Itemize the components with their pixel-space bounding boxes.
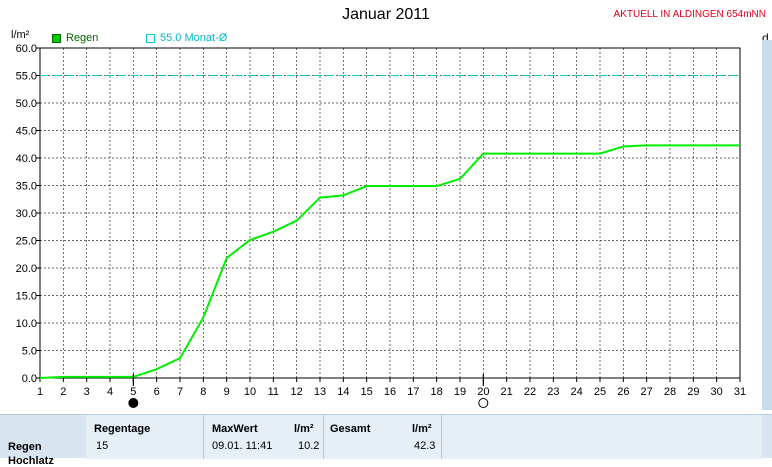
y-tick-label: 55.0 <box>16 71 37 83</box>
legend-reference: 55.0 Monat-Ø <box>146 32 227 44</box>
x-tick-label: 21 <box>501 386 513 398</box>
x-tick-label: 30 <box>711 386 723 398</box>
y-tick-label: 15.0 <box>16 291 37 303</box>
y-tick-label: 45.0 <box>16 126 37 138</box>
summary-row-label-next: Hochlatz <box>8 455 54 467</box>
y-tick-label: 10.0 <box>16 318 37 330</box>
y-tick-label: 35.0 <box>16 181 37 193</box>
right-edge-label: d <box>762 31 769 45</box>
x-tick-label: 27 <box>641 386 653 398</box>
rain-chart: 1 2 3 4 5 6 7 8 9 10 11 12 13 14 15 16 17 18 19 20 21 22 23 24 2… <box>16 43 746 408</box>
maxwert-cell: MaxWert l/m² 09.01. 11:41 10.2 <box>204 415 324 459</box>
x-tick-label: 15 <box>361 386 373 398</box>
station-label: AKTUELL IN ALDINGEN 654mNN <box>613 9 766 20</box>
regentage-cell: Regentage 15 <box>86 415 204 459</box>
regentage-header: Regentage <box>94 423 151 435</box>
y-tick-label: 25.0 <box>16 236 37 248</box>
x-tick-label: 1 <box>37 386 43 398</box>
x-tick-label: 25 <box>594 386 606 398</box>
y-tick-label: 0.0 <box>22 373 37 385</box>
legend-rain-swatch <box>52 33 61 43</box>
x-tick-label: 14 <box>337 386 349 398</box>
x-tick-label: 31 <box>734 386 746 398</box>
y-tick-label: 20.0 <box>16 263 37 275</box>
x-tick-label: 3 <box>84 386 90 398</box>
gesamt-value: 42.3 <box>414 440 436 452</box>
y-tick-label: 5.0 <box>22 346 37 358</box>
chart-title: Januar 2011 <box>342 6 430 23</box>
x-tick-label: 7 <box>177 386 183 398</box>
gesamt-unit: l/m² <box>412 423 432 435</box>
x-tick-label: 4 <box>107 386 113 398</box>
x-tick-label: 17 <box>407 386 419 398</box>
x-tick-label: 29 <box>687 386 699 398</box>
y-axis-unit: l/m² <box>11 29 30 41</box>
x-tick-label: 6 <box>154 386 160 398</box>
legend-reference-label: 55.0 Monat-Ø <box>160 32 228 44</box>
x-tick-label: 8 <box>200 386 206 398</box>
empty-cell <box>442 415 762 459</box>
legend-rain: Regen <box>52 32 98 44</box>
x-tick-label: 20 <box>477 386 489 398</box>
x-tick-label: 26 <box>617 386 629 398</box>
right-scroll-strip[interactable] <box>762 40 772 410</box>
series-line-rain <box>39 144 740 379</box>
x-tick-label: 16 <box>384 386 396 398</box>
maxwert-value: 10.2 <box>298 440 320 452</box>
legend-rain-label: Regen <box>66 32 99 44</box>
y-tick-label: 30.0 <box>16 208 37 220</box>
x-tick-label: 24 <box>571 386 583 398</box>
x-tick-label: 2 <box>60 386 66 398</box>
y-tick-label: 40.0 <box>16 153 37 165</box>
legend-reference-swatch <box>146 33 155 43</box>
gesamt-header: Gesamt <box>330 423 371 435</box>
y-tick-label: 50.0 <box>16 98 37 110</box>
x-tick-label: 19 <box>454 386 466 398</box>
x-tick-label: 13 <box>314 386 326 398</box>
summary-row-label: Regen <box>8 441 42 453</box>
x-tick-label: 18 <box>431 386 443 398</box>
maxwert-header: MaxWert <box>212 423 258 435</box>
regentage-value: 15 <box>96 440 109 452</box>
x-tick-label: 12 <box>291 386 303 398</box>
maxwert-time: 09.01. 11:41 <box>212 440 273 452</box>
x-tick-label: 9 <box>224 386 230 398</box>
new-moon-icon <box>478 398 489 408</box>
gesamt-cell: Gesamt l/m² 42.3 <box>324 415 442 459</box>
x-tick-label: 22 <box>524 386 536 398</box>
y-tick-label: 60.0 <box>16 43 37 55</box>
maxwert-unit: l/m² <box>294 423 314 435</box>
x-tick-label: 23 <box>547 386 559 398</box>
plot-frame <box>39 47 741 379</box>
full-moon-icon <box>128 398 139 408</box>
x-tick-label: 10 <box>244 386 256 398</box>
x-tick-label: 28 <box>664 386 676 398</box>
x-tick-label: 11 <box>268 386 279 398</box>
summary-panel: Regen Hochlatz Regentage 15 MaxWert l/m²… <box>0 414 772 467</box>
x-tick-label: 5 <box>130 386 136 398</box>
